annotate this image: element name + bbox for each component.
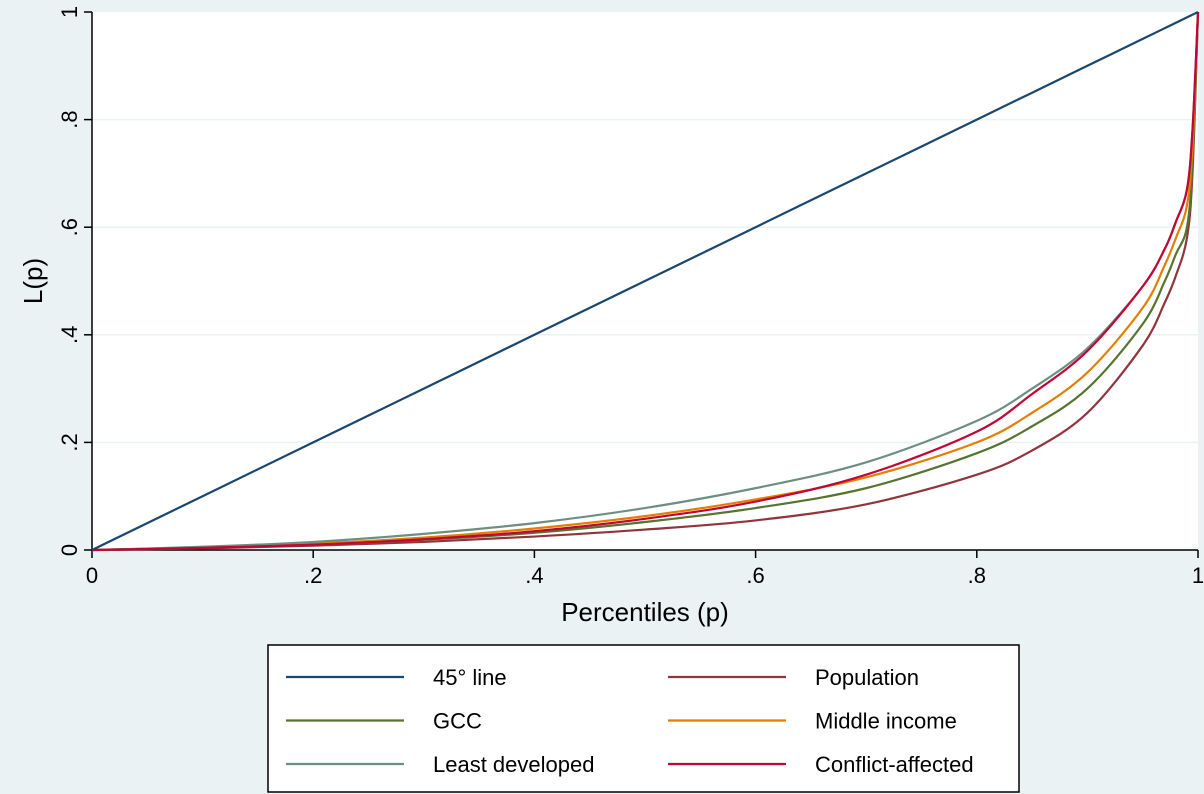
legend-label-middle-income: Middle income — [815, 709, 957, 734]
legend-label-least-developed: Least developed — [433, 752, 594, 777]
legend-label-45-line: 45° line — [433, 665, 507, 690]
series-lines — [91, 11, 1200, 552]
legend-label-population: Population — [815, 665, 919, 690]
x-axis-title: Percentiles (p) — [561, 597, 729, 627]
y-tick-label-3: .6 — [57, 218, 82, 236]
ticks: 0 .2 .4 .6 .8 1 0 .2 .4 .6 .8 1 — [57, 6, 1204, 588]
series-line-conflict-affected — [91, 11, 1200, 552]
y-tick-label-0: 0 — [57, 544, 82, 556]
x-tick-label-5: 1 — [1192, 563, 1204, 588]
legend-label-conflict-affected: Conflict-affected — [815, 752, 974, 777]
y-tick-label-1: .2 — [57, 433, 82, 451]
x-tick-label-4: .8 — [968, 563, 986, 588]
series-line-middle-income — [91, 11, 1200, 552]
x-tick-label-2: .4 — [525, 563, 543, 588]
gridlines — [92, 118, 1198, 444]
y-axis-title: L(p) — [18, 258, 48, 304]
legend-label-gcc: GCC — [433, 709, 482, 734]
x-tick-label-1: .2 — [304, 563, 322, 588]
series-line-45-line — [91, 11, 1199, 551]
y-tick-label-5: 1 — [57, 6, 82, 18]
legend-box — [267, 644, 1020, 793]
legend: 45° line Population GCC Middle income Least … — [267, 644, 1020, 793]
axes — [91, 12, 1198, 551]
y-tick-label-2: .4 — [57, 326, 82, 344]
x-tick-label-0: 0 — [86, 563, 98, 588]
series-line-population — [91, 11, 1200, 552]
x-tick-label-3: .6 — [746, 563, 764, 588]
y-tick-label-4: .8 — [57, 110, 82, 128]
